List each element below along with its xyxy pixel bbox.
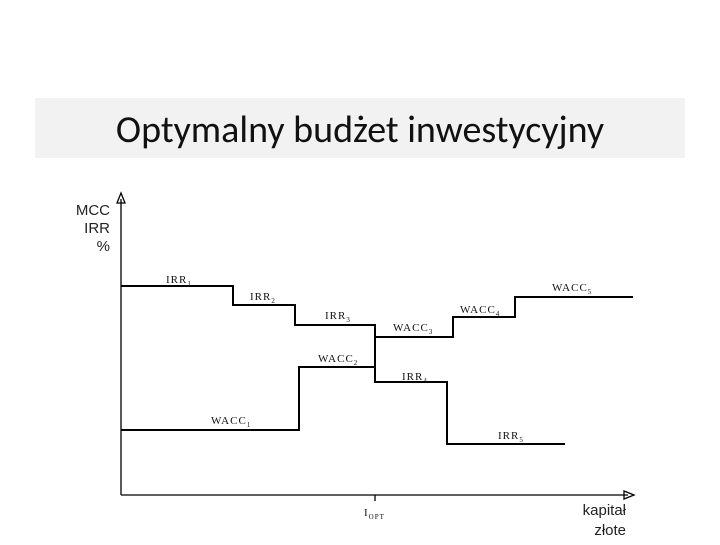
step-label-text: IRR [166,274,187,286]
step-label: IRR3 [325,310,351,324]
step-label-sub: 5 [519,436,524,444]
step-label: WACC2 [318,353,358,367]
step-label: WACC5 [552,282,592,296]
step-label-sub: 4 [423,377,428,385]
step-label-sub: 2 [354,359,359,367]
step-label-sub: 4 [496,310,501,318]
diagram-area [60,190,635,540]
wacc-steps [121,296,633,431]
title-band [35,98,685,158]
y-axis-label: MCC [76,202,110,219]
step-label-sub: 1 [187,280,192,288]
x-axis-label: kapitał [583,502,627,519]
step-label-sub: 3 [346,316,351,324]
step-label-sub: 3 [429,328,434,336]
step-label-text: IRR [250,291,271,303]
step-label-text: WACC [211,415,247,427]
axes [116,191,636,501]
step-label-text: WACC [318,353,354,365]
step-label-text: IRR [325,310,346,322]
step-label: IRR4 [402,371,428,385]
step-label-text: WACC [552,282,588,294]
y-axis-label: IRR [84,220,110,237]
step-label: WACC3 [393,322,433,336]
step-label-text: IRR [498,430,519,442]
step-label: WACC4 [460,304,500,318]
step-label-text: WACC [393,322,429,334]
step-label-sub: 2 [271,297,276,305]
step-label: IRR2 [250,291,276,305]
step-label: IRR1 [166,274,192,288]
x-marker-sub: OPT [369,513,385,521]
x-marker-text: I [364,507,369,519]
step-label-text: WACC [460,304,496,316]
irr-steps [121,285,565,445]
x-marker: IOPT [364,507,385,521]
step-label-sub: 5 [588,288,593,296]
x-axis-label: złote [594,522,626,539]
step-label-text: IRR [402,371,423,383]
slide-title: Optymalny budżet inwestycyjny [116,107,604,153]
y-axis-label: % [97,238,110,255]
step-label: IRR5 [498,430,524,444]
step-label-sub: 1 [247,421,252,429]
step-label: WACC1 [211,415,251,429]
